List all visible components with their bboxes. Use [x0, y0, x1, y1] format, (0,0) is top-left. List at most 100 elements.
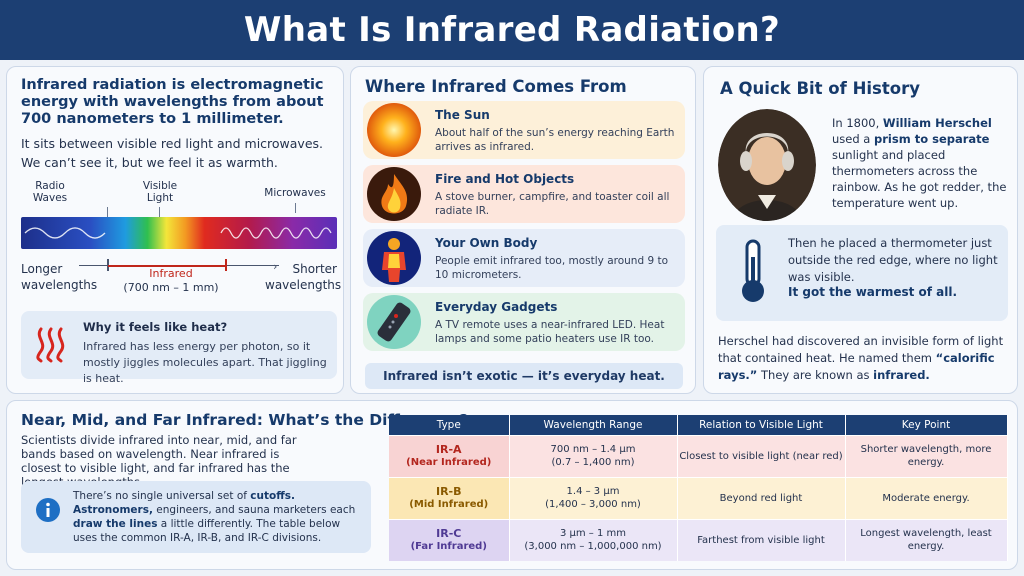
source-body: People emit infrared too, mostly around …	[435, 255, 669, 281]
infrared-label: Infrared	[149, 267, 193, 280]
column-header: Key Point	[845, 415, 1008, 435]
history-text: In 1800,	[832, 116, 883, 130]
source-title: The Sun	[435, 108, 490, 122]
history-heading: A Quick Bit of History	[720, 79, 920, 98]
source-body: About half of the sun’s energy reaching …	[435, 127, 675, 153]
band-desc: (Far Infrared)	[410, 541, 487, 553]
source-title: Everyday Gadgets	[435, 300, 558, 314]
source-sun: The Sun About half of the sun’s energy r…	[363, 101, 685, 159]
range-cell: 1.4 – 3 µm (1,400 – 3,000 nm)	[509, 476, 678, 519]
source-body: Your Own Body People emit infrared too, …	[363, 229, 685, 287]
table-row: IR-B (Mid Infrared) 1.4 – 3 µm (1,400 – 3,…	[389, 476, 1008, 519]
shorter-wavelengths: Shorter wavelengths	[265, 261, 342, 293]
range-primary: 700 nm – 1.4 µm	[550, 444, 636, 455]
intro-sub-line-1: It sits between visible red light and mi…	[21, 136, 324, 151]
range-secondary: (0.7 – 1,400 nm)	[551, 457, 635, 468]
intro-lead: Infrared radiation is electromagnetic en…	[21, 77, 324, 127]
source-gadgets: Everyday Gadgets A TV remote uses a near…	[363, 293, 685, 351]
heat-waves-icon	[36, 327, 65, 363]
table-header-row: Type Wavelength Range Relation to Visibl…	[389, 415, 1008, 435]
band-name: IR-C	[436, 527, 462, 541]
band-cell: IR-A (Near Infrared)	[389, 434, 510, 477]
info-part: a little differently. The table below us…	[73, 518, 341, 544]
relation-cell: Closest to visible light (near red)	[677, 434, 846, 477]
bands-panel: Near, Mid, and Far Infrared: What’s the …	[6, 400, 1018, 570]
range-secondary: (3,000 nm – 1,000,000 nm)	[524, 541, 662, 553]
thermometer-icon	[742, 239, 764, 302]
prism-phrase: prism to separate	[874, 132, 990, 146]
source-title: Fire and Hot Objects	[435, 172, 575, 186]
title-bar: What Is Infrared Radiation?	[0, 0, 1024, 60]
visible-light-label: Visible Light	[142, 180, 178, 204]
band-desc: (Mid Infrared)	[409, 499, 489, 510]
intro-sub-line-2: We can’t see it, but we feel it as warmt…	[21, 155, 278, 170]
infrared-word: infrared.	[873, 368, 930, 382]
keypoint-cell: Longest wavelength, least energy.	[845, 518, 1008, 561]
herschel-name: William Herschel	[882, 116, 992, 130]
history-panel: A Quick Bit of History In 1800, William …	[703, 66, 1018, 394]
longer-wavelengths-text: Longer wavelengths	[21, 262, 98, 292]
spectrum-tick	[159, 207, 160, 217]
infrared-range-bar	[108, 265, 225, 267]
infrared-range-label: Infrared (700 nm – 1 mm)	[107, 267, 235, 295]
arrow-right-icon: ›	[273, 260, 278, 273]
fire-icon	[367, 167, 421, 221]
history-text: They are known as	[757, 368, 874, 382]
band-desc: (Near Infrared)	[406, 457, 492, 468]
history-text: used a	[832, 132, 875, 146]
source-body: A TV remote uses a near-infrared LED. He…	[435, 319, 665, 345]
info-callout: There’s no single universal set of cutof…	[21, 481, 371, 553]
band-name: IR-A	[435, 443, 462, 456]
history-text: sunlight and placed thermometers across …	[832, 148, 978, 194]
calorific-rays: “calorific rays.”	[718, 351, 995, 382]
source-title: Your Own Body	[435, 236, 538, 250]
source-body: A stove burner, campfire, and toaster co…	[435, 191, 670, 217]
band-cell: IR-B (Mid Infrared)	[389, 476, 510, 519]
heat-title: Why it feels like heat?	[83, 320, 228, 334]
column-header: Relation to Visible Light	[677, 415, 846, 435]
thermometer-text: Then he placed a thermometer just outsid…	[788, 236, 998, 284]
band-name: IR-B	[435, 485, 462, 498]
source-fire: Fire and Hot Objects A stove burner, cam…	[363, 165, 685, 223]
history-paragraph-1: In 1800, William Herschel used a prism t…	[832, 115, 1012, 211]
radio-waves-label: Radio Waves	[32, 180, 68, 204]
range-secondary: (1,400 – 3,000 nm)	[545, 499, 641, 510]
infrared-range: (700 nm – 1 mm)	[123, 281, 219, 294]
cutoffs-phrase: cutoffs. Astronomers,	[73, 490, 295, 516]
remote-icon	[367, 295, 421, 349]
shorter-wavelengths-text: Shorter wavelengths	[265, 262, 342, 292]
heat-body: Infrared has less energy per photon, so …	[83, 340, 327, 385]
bands-intro: Scientists divide infrared into near, mi…	[21, 433, 297, 489]
info-part: There’s no single universal set of	[73, 490, 251, 502]
spectrum-tick	[295, 203, 296, 213]
range-primary: 1.4 – 3 µm	[566, 486, 620, 497]
column-header: Wavelength Range	[509, 415, 678, 435]
spectrum-tick	[107, 207, 108, 217]
range-cell: 700 nm – 1.4 µm (0.7 – 1,400 nm)	[509, 434, 678, 477]
page-title: What Is Infrared Radiation?	[243, 10, 781, 50]
heat-callout: Why it feels like heat? Infrared has les…	[21, 311, 337, 385]
relation-cell: Farthest from visible light	[677, 518, 846, 561]
redder-phrase: redder, the temperature went up.	[832, 180, 1007, 210]
history-paragraph-3: Herschel had discovered an invisible for…	[718, 333, 1008, 384]
relation-cell: Beyond red light	[677, 476, 846, 519]
sun-icon	[367, 103, 421, 157]
range-cell: 3 µm – 1 mm (3,000 nm – 1,000,000 nm)	[509, 518, 678, 561]
draw-lines-phrase: draw the lines	[73, 518, 158, 530]
info-text: There’s no single universal set of cutof…	[73, 489, 365, 545]
spectrum-bar	[21, 217, 337, 249]
keypoint-cell: Shorter wavelength, more energy.	[845, 434, 1008, 477]
keypoint-cell: Moderate energy.	[845, 476, 1008, 519]
intro-sub: It sits between visible red light and mi…	[21, 134, 339, 172]
sources-footer: Infrared isn’t exotic — it’s everyday he…	[365, 363, 683, 389]
longer-wavelengths: Longer wavelengths	[21, 261, 98, 293]
warmest-text: It got the warmest of all.	[788, 285, 958, 299]
thermometer-callout: Then he placed a thermometer just outsid…	[716, 225, 1008, 321]
sources-heading: Where Infrared Comes From	[365, 77, 627, 96]
microwaves-label: Microwaves	[264, 187, 326, 199]
herschel-portrait	[718, 109, 816, 221]
sources-panel: Where Infrared Comes From The Sun About …	[350, 66, 696, 394]
bands-heading: Near, Mid, and Far Infrared: What’s the …	[21, 411, 469, 429]
range-marker-right	[225, 259, 227, 271]
history-text: Herschel had discovered an invisible for…	[718, 334, 1004, 365]
